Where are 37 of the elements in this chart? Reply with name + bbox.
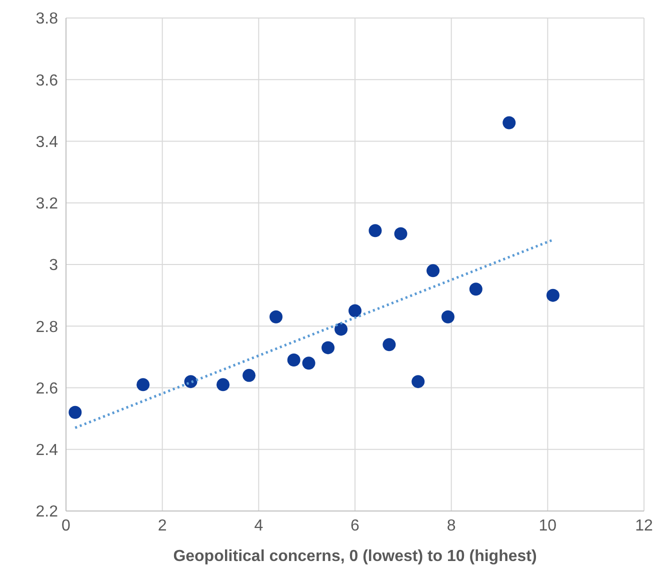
point [334,322,348,336]
point [469,282,482,296]
x-tick-label: 4 [254,517,264,534]
point [348,304,362,318]
point [270,310,283,324]
point [302,356,316,370]
point [441,310,454,324]
y-tick-label: 3.2 [36,196,58,213]
point [368,224,382,238]
x-tick-label: 2 [158,517,167,534]
point [412,375,425,388]
point [68,406,82,419]
x-tick-label: 12 [635,517,653,534]
y-tick-label: 3 [49,257,58,274]
point [382,338,396,352]
point [184,375,198,388]
point [394,227,408,240]
point [242,368,256,382]
y-tick-label: 3.4 [36,134,58,151]
point [322,341,335,354]
x-tick-label: 8 [446,517,456,534]
x-tick-label: 6 [350,517,360,534]
y-tick-label: 2.4 [36,442,58,460]
y-tick-label: 2.2 [36,504,58,521]
point [216,378,230,392]
x-tick-label: 0 [62,517,71,534]
x-tick-label: 10 [538,517,557,534]
point [136,378,150,392]
point [426,264,440,278]
y-tick-label: 3.6 [36,72,58,90]
point [287,354,300,367]
y-tick-label: 3.8 [36,10,58,28]
y-tick-label: 2.8 [36,318,58,336]
point [546,288,560,302]
y-tick-label: 2.6 [36,380,58,398]
x-axis-title: Geopolitical concerns, 0 (lowest) to 10 (highest) [173,548,537,565]
point [502,116,516,130]
